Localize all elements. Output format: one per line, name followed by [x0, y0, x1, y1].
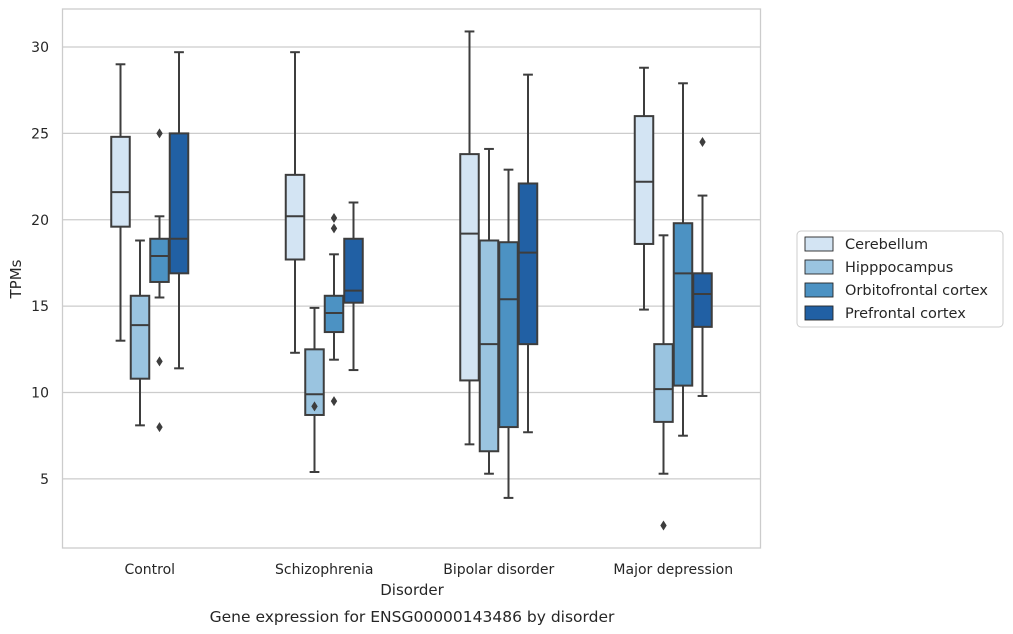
box-0-2	[459, 30, 480, 446]
x-tick-label: Bipolar disorder	[443, 562, 554, 578]
box-3-2	[517, 73, 539, 434]
outlier-point	[156, 422, 163, 433]
legend-swatch	[804, 259, 834, 275]
box-1-3	[653, 234, 674, 531]
plot-area	[61, 8, 762, 549]
y-tick-label: 25	[31, 126, 49, 142]
legend-swatch	[804, 305, 834, 321]
x-tick-labels: Control Schizophrenia Bipolar disorder Majo…	[124, 562, 733, 578]
box-0-3	[633, 66, 655, 311]
y-tick-label: 20	[31, 213, 49, 229]
box-iqr	[149, 237, 170, 283]
outlier-point	[311, 401, 318, 412]
legend-label: Hipppocampus	[845, 260, 953, 276]
box-2-0	[149, 128, 170, 433]
x-axis-label: Disorder	[380, 581, 444, 599]
chart-caption: Gene expression for ENSG00000143486 by d…	[210, 608, 615, 626]
box-iqr	[498, 241, 519, 429]
box-iqr	[653, 343, 674, 423]
x-tick-label: Control	[124, 562, 175, 578]
box-1-1	[304, 306, 325, 473]
y-axis-label: TPMs	[7, 259, 25, 299]
box-3-1	[343, 201, 364, 372]
box-2-3	[672, 82, 694, 437]
outlier-point	[156, 356, 163, 367]
outlier-point	[330, 223, 338, 234]
legend-swatch	[804, 282, 834, 298]
y-tick-label: 5	[40, 472, 49, 488]
box-1-2	[478, 147, 500, 475]
y-tick-label: 30	[31, 40, 49, 56]
box-2-2	[498, 168, 519, 499]
boxes	[110, 30, 713, 531]
x-tick-label: Major depression	[613, 562, 733, 578]
box-iqr	[459, 153, 480, 382]
box-iqr	[304, 348, 325, 416]
y-tick-labels: 5 10 15 20 25 30	[31, 40, 49, 488]
box-iqr	[672, 222, 694, 387]
box-iqr	[343, 237, 364, 304]
outlier-point	[330, 396, 338, 407]
box-0-1	[284, 51, 306, 354]
legend-label: Cerebellum	[845, 237, 928, 253]
outlier-point	[156, 128, 163, 139]
legend-label: Orbitofrontal cortex	[845, 283, 988, 299]
outlier-point	[699, 137, 706, 148]
box-iqr	[129, 294, 151, 380]
box-2-1	[323, 213, 345, 407]
box-1-0	[129, 239, 151, 427]
box-iqr	[478, 239, 500, 453]
y-tick-label: 10	[31, 386, 49, 402]
legend-frame	[796, 230, 1004, 328]
legend-label: Prefrontal cortex	[845, 306, 966, 322]
outlier-point	[330, 213, 338, 224]
box-iqr	[517, 182, 539, 346]
legend-swatch	[804, 236, 834, 252]
box-iqr	[110, 135, 131, 228]
legend: Cerebellum Hipppocampus Orbitofrontal cort…	[796, 230, 1004, 328]
box-3-3	[692, 137, 713, 397]
outlier-point	[660, 520, 667, 531]
box-iqr	[168, 132, 190, 275]
box-0-0	[110, 63, 131, 342]
y-tick-label: 15	[31, 299, 49, 315]
box-iqr	[633, 115, 655, 245]
x-tick-label: Schizophrenia	[275, 562, 373, 578]
box-iqr	[692, 272, 713, 328]
box-3-0	[168, 51, 190, 370]
